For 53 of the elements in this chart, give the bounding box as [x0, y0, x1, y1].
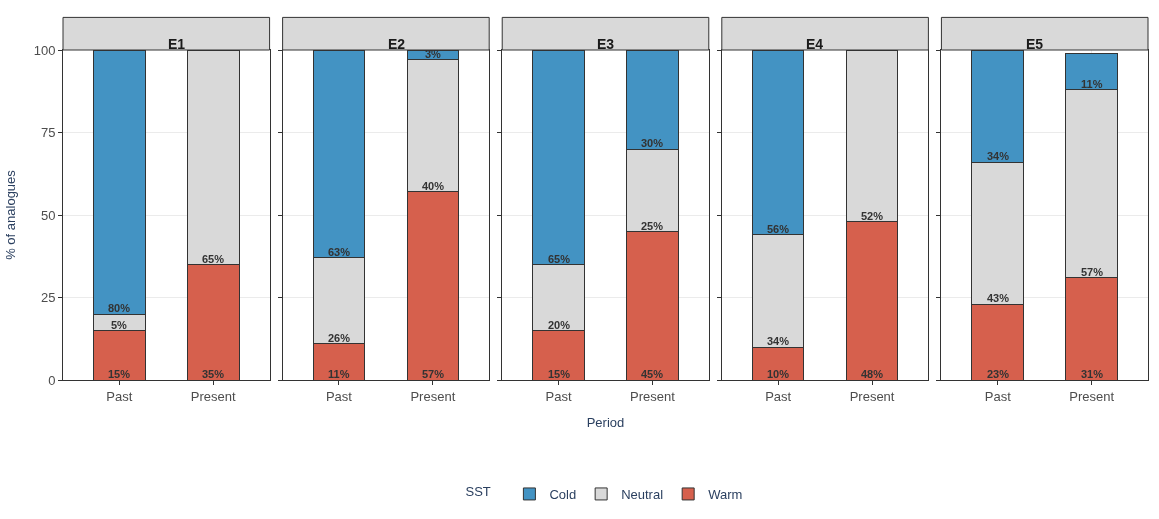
data-label: 10%	[767, 368, 790, 380]
data-label: 23%	[987, 368, 1010, 380]
x-tick-label: Past	[106, 388, 133, 404]
x-tick-label: Past	[545, 388, 572, 404]
data-label: 48%	[861, 368, 884, 380]
legend-label: Warm	[708, 487, 743, 503]
y-axis-title: % of analogues	[2, 169, 18, 260]
y-tick-label: 25	[40, 290, 56, 306]
data-label: 11%	[328, 368, 350, 380]
data-label: 80%	[108, 302, 131, 314]
legend-title: SST	[465, 483, 502, 499]
data-label: 31%	[1081, 368, 1104, 380]
data-label: 34%	[987, 150, 1010, 162]
data-label: 65%	[202, 253, 225, 265]
x-tick-label: Present	[190, 388, 237, 404]
y-tick-label: 0	[48, 372, 56, 388]
data-label: 11%	[1081, 78, 1103, 90]
data-label: 15%	[548, 368, 571, 380]
data-label: 26%	[328, 332, 351, 344]
x-tick-label: Present	[630, 388, 676, 404]
data-label: 57%	[1081, 266, 1104, 278]
chart-title: E5	[1026, 36, 1044, 52]
data-label: 20%	[548, 319, 571, 331]
legend-label: Cold	[549, 487, 577, 503]
chart-title: E3	[597, 36, 615, 52]
data-label: 25%	[641, 220, 664, 232]
data-label: 5%	[111, 319, 128, 331]
data-label: 43%	[987, 292, 1010, 304]
chart-title: E4	[806, 36, 824, 52]
y-tick-label: 100	[33, 42, 56, 58]
x-tick-label: Present	[410, 388, 456, 404]
data-label: 57%	[422, 368, 445, 380]
data-label: 52%	[861, 210, 884, 222]
data-label: 35%	[202, 368, 225, 380]
data-label: 63%	[328, 246, 351, 258]
y-tick-label: 50	[40, 207, 56, 223]
x-tick-label: Past	[765, 388, 792, 404]
data-label: 15%	[108, 368, 131, 380]
x-tick-label: Present	[849, 388, 895, 404]
x-tick-label: Past	[984, 388, 1012, 404]
data-label: 56%	[767, 223, 790, 235]
data-label: 30%	[641, 137, 664, 149]
y-tick-label: 75	[40, 125, 56, 141]
legend-label: Neutral	[621, 487, 664, 503]
chart-title: E2	[388, 36, 406, 52]
data-label: 65%	[548, 253, 571, 265]
x-tick-label: Present	[1069, 388, 1115, 404]
chart-title: E1	[168, 36, 186, 52]
data-label: 40%	[422, 180, 445, 192]
data-label: 45%	[641, 368, 664, 380]
x-axis-title: Period	[586, 415, 625, 431]
x-tick-label: Past	[325, 388, 353, 404]
data-label: 34%	[767, 335, 790, 347]
